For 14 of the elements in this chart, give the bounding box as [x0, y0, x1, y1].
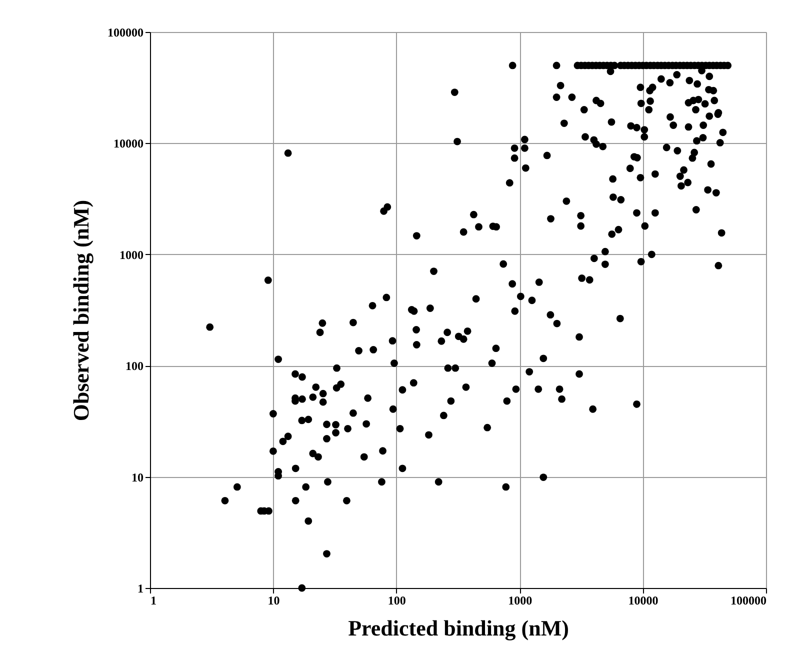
x-tick-label: 1000: [508, 594, 532, 608]
x-tick-label: 10: [268, 594, 280, 608]
y-tick-label: 100000: [108, 26, 144, 40]
x-tick-label: 100: [388, 594, 406, 608]
y-tick-label: 10000: [114, 136, 144, 151]
y-axis-title: Observed binding (nM): [68, 200, 94, 422]
y-tick-label: 1: [138, 582, 144, 596]
x-tick-label: 10000: [628, 594, 658, 608]
x-tick-label: 1: [150, 594, 156, 608]
x-tick-label: 100000: [730, 594, 766, 608]
y-tick-label: 1000: [120, 248, 144, 262]
y-tick-label: 100: [126, 359, 144, 374]
x-axis-title: Predicted binding (nM): [348, 616, 569, 640]
y-tick-label: 10: [132, 470, 144, 484]
